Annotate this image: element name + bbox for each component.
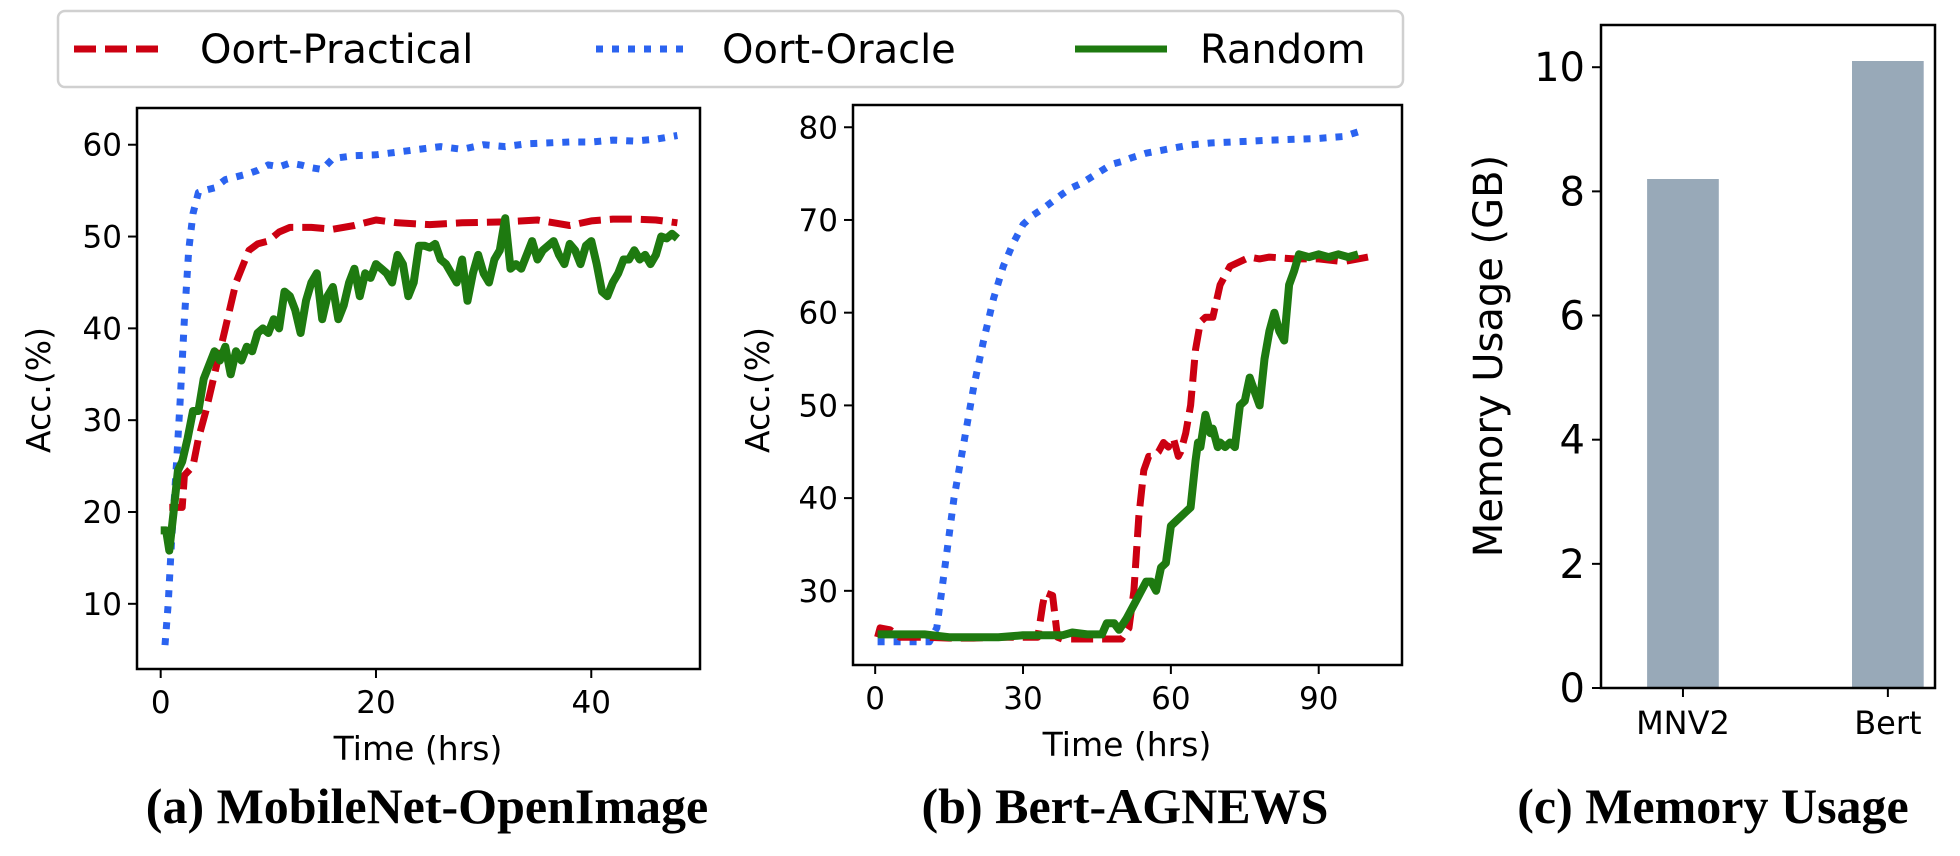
legend-label-oort-oracle: Oort-Oracle — [722, 27, 956, 73]
y-tick-label: 0 — [1560, 666, 1585, 712]
legend-label-oort-practical: Oort-Practical — [200, 27, 473, 73]
y-tick-label: 60 — [83, 128, 122, 164]
legend-box — [56, 9, 1405, 89]
y-tick-label: 6 — [1560, 294, 1585, 340]
y-tick-label: 50 — [799, 388, 838, 424]
category-label: MNV2 — [1636, 704, 1730, 742]
y-tick-label: 4 — [1560, 418, 1585, 464]
y-tick-label: 10 — [83, 587, 122, 623]
chart-a-series — [160, 132, 680, 646]
y-tick-label: 60 — [799, 296, 838, 332]
x-tick-label: 60 — [1151, 681, 1190, 717]
legend-label-random: Random — [1200, 27, 1366, 73]
category-label: Bert — [1854, 704, 1921, 742]
y-tick-label: 8 — [1560, 169, 1585, 215]
chart-memory-usage: MNV2 Bert 0 2 4 6 8 10 Memory Usage (GB) (c) Me… — [1466, 23, 1937, 834]
chart-c-caption: (c) Memory Usage — [1517, 778, 1908, 834]
series-line-random — [877, 250, 1360, 642]
chart-a-caption: (a) MobileNet-OpenImage — [146, 778, 708, 834]
series-line-oort-practical — [169, 215, 678, 511]
x-tick-label: 30 — [1003, 681, 1042, 717]
series-line-random — [160, 214, 680, 555]
y-tick-label: 80 — [799, 110, 838, 146]
x-tick-label: 20 — [356, 685, 395, 721]
bar-bert — [1852, 61, 1924, 688]
chart-c-ticks: MNV2 Bert 0 2 4 6 8 10 — [1534, 45, 1921, 742]
y-tick-label: 30 — [799, 574, 838, 610]
y-tick-label: 10 — [1534, 45, 1585, 91]
x-tick-label: 40 — [572, 685, 611, 721]
y-tick-label: 50 — [83, 220, 122, 256]
y-tick-label: 40 — [799, 481, 838, 517]
chart-mobilenet-openimage: 0 20 40 10 20 30 40 50 60 Time (hrs) Acc.(%) (a)… — [19, 106, 708, 834]
bar-mnv2 — [1647, 179, 1719, 688]
chart-bert-agnews: 0 30 60 90 30 40 50 60 70 80 Time (hrs) Acc.(%) (… — [738, 103, 1404, 834]
y-tick-label: 30 — [83, 403, 122, 439]
chart-b-xlabel: Time (hrs) — [1042, 725, 1212, 764]
chart-b-caption: (b) Bert-AGNEWS — [922, 778, 1329, 834]
chart-b-axes-frame — [851, 103, 1404, 667]
y-tick-label: 70 — [799, 203, 838, 239]
x-tick-label: 0 — [151, 685, 171, 721]
y-tick-label: 40 — [83, 311, 122, 347]
y-tick-label: 20 — [83, 495, 122, 531]
chart-c-ylabel: Memory Usage (GB) — [1466, 155, 1512, 557]
chart-a-ylabel: Acc.(%) — [19, 327, 58, 453]
chart-b-series — [874, 128, 1369, 646]
chart-b-ylabel: Acc.(%) — [738, 327, 777, 453]
chart-a-xlabel: Time (hrs) — [333, 729, 503, 768]
chart-a-ticks: 0 20 40 10 20 30 40 50 60 — [83, 128, 611, 721]
series-line-oort-oracle — [877, 128, 1360, 646]
y-tick-label: 2 — [1560, 542, 1585, 588]
x-tick-label: 0 — [865, 681, 885, 717]
chart-b-ticks: 0 30 60 90 30 40 50 60 70 80 — [799, 110, 1339, 717]
x-tick-label: 90 — [1299, 681, 1338, 717]
legend: Oort-Practical Oort-Oracle Random — [56, 9, 1405, 89]
chart-c-axes-frame — [1599, 23, 1937, 690]
chart-a-axes-frame — [135, 106, 702, 671]
series-line-oort-oracle — [161, 132, 678, 646]
series-line-oort-practical — [874, 253, 1369, 643]
chart-c-bars — [1647, 61, 1924, 688]
